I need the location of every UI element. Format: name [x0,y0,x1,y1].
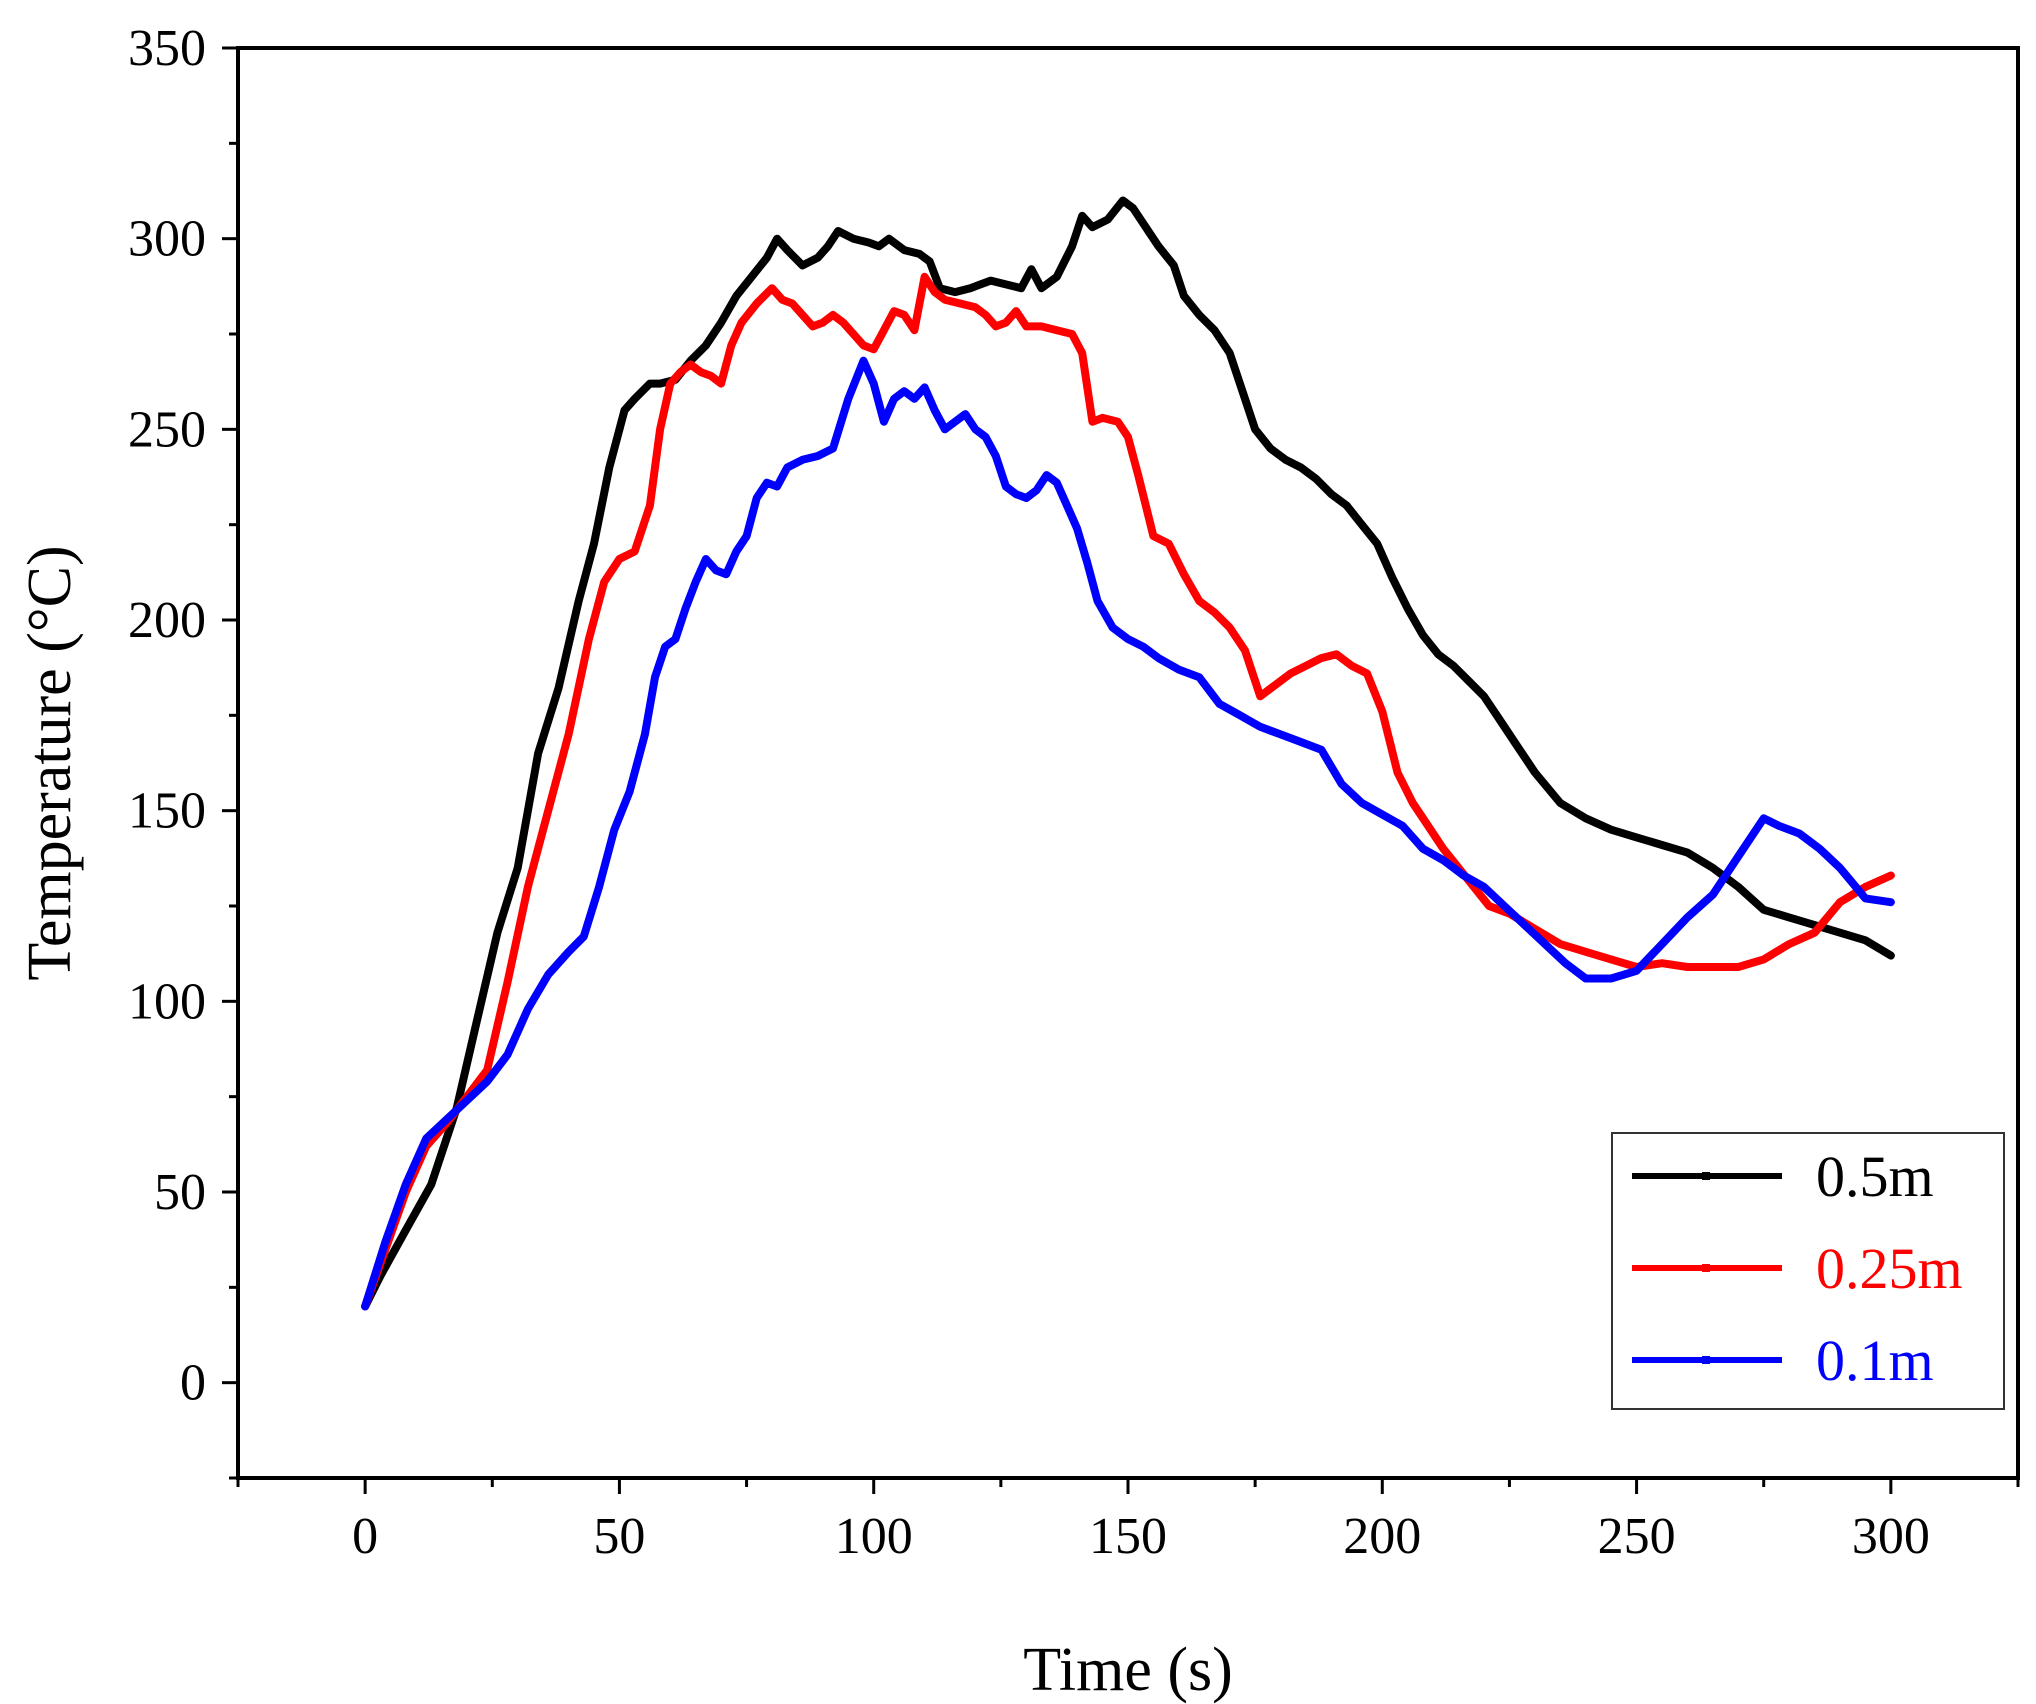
x-tick-label: 100 [835,1508,913,1565]
y-tick-label: 350 [128,20,206,77]
x-tick-label: 300 [1852,1508,1930,1565]
y-tick-label: 50 [154,1164,206,1221]
x-tick-label: 250 [1598,1508,1676,1565]
x-axis-title: Time (s) [1023,1636,1233,1704]
y-axis-ticks: 0 50 100 150 200 250 300 350 [128,20,238,1480]
y-tick-label: 250 [128,401,206,458]
y-tick-label: 200 [128,592,206,649]
y-axis-title: Temperature (°C) [16,545,84,980]
y-tick-label: 150 [128,783,206,840]
x-tick-label: 0 [352,1508,378,1565]
series-line-2 [361,356,1895,1311]
y-tick-label: 300 [128,211,206,268]
legend-marker [1702,1356,1710,1364]
legend-label: 0.1m [1816,1328,1934,1393]
series-line-0 [361,196,1895,1311]
y-tick-label: 100 [128,973,206,1030]
x-axis-ticks: 0 50 100 150 200 250 300 [236,1478,2020,1565]
x-tick-label: 200 [1343,1508,1421,1565]
legend: 0.5m 0.25m 0.1m [1611,1132,2005,1410]
series-line-1 [361,272,1895,1311]
series-lines [361,196,1895,1311]
legend-marker [1702,1264,1710,1272]
x-tick-label: 50 [593,1508,645,1565]
legend-label: 0.5m [1816,1144,1934,1209]
legend-label: 0.25m [1816,1236,1963,1301]
legend-marker [1702,1172,1710,1180]
x-tick-label: 150 [1089,1508,1167,1565]
y-tick-label: 0 [180,1355,206,1412]
